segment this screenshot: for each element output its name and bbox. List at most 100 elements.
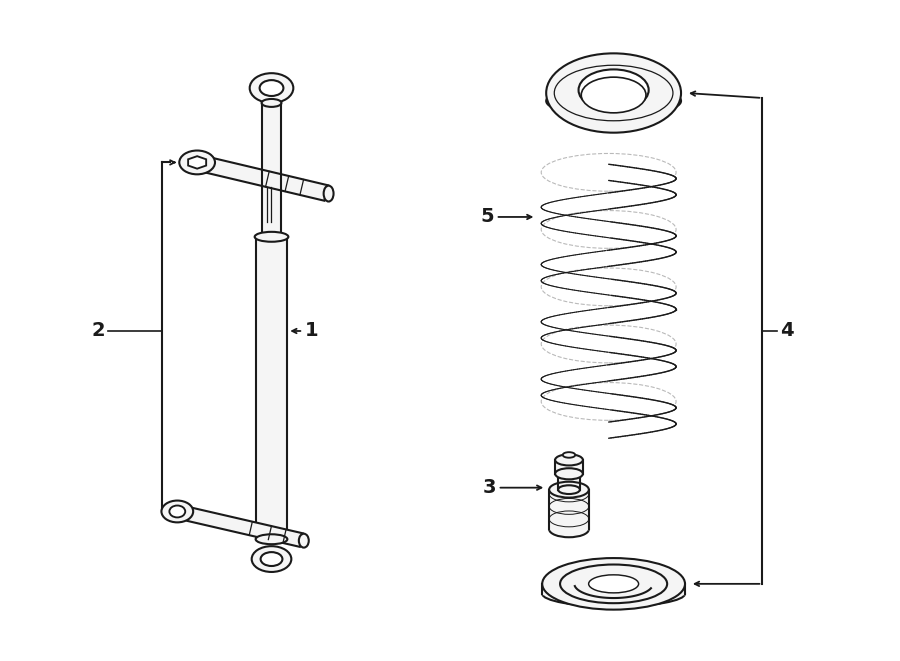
- Polygon shape: [614, 249, 617, 266]
- Polygon shape: [667, 231, 668, 248]
- Text: 2: 2: [91, 321, 104, 340]
- Polygon shape: [648, 227, 650, 244]
- Polygon shape: [652, 244, 653, 260]
- Polygon shape: [643, 302, 644, 319]
- Polygon shape: [665, 403, 666, 419]
- Polygon shape: [659, 229, 660, 246]
- Polygon shape: [660, 344, 661, 360]
- Text: 1: 1: [304, 321, 318, 340]
- Polygon shape: [555, 460, 583, 474]
- Polygon shape: [614, 421, 616, 438]
- Polygon shape: [662, 402, 663, 418]
- Polygon shape: [622, 363, 624, 379]
- Polygon shape: [616, 280, 618, 296]
- Polygon shape: [626, 224, 628, 241]
- Polygon shape: [652, 400, 654, 416]
- Polygon shape: [656, 300, 658, 317]
- Polygon shape: [663, 173, 665, 190]
- Polygon shape: [650, 342, 652, 358]
- Polygon shape: [615, 364, 616, 380]
- Polygon shape: [649, 301, 651, 318]
- Polygon shape: [612, 249, 614, 266]
- Polygon shape: [645, 227, 648, 243]
- Polygon shape: [643, 284, 644, 300]
- Polygon shape: [648, 187, 650, 204]
- Polygon shape: [616, 249, 619, 265]
- Polygon shape: [650, 399, 652, 416]
- Polygon shape: [660, 356, 661, 373]
- Polygon shape: [636, 397, 638, 414]
- Polygon shape: [636, 189, 638, 206]
- Polygon shape: [630, 419, 632, 436]
- Polygon shape: [623, 166, 626, 182]
- Polygon shape: [610, 192, 613, 209]
- Polygon shape: [658, 172, 660, 188]
- Polygon shape: [660, 242, 661, 258]
- Ellipse shape: [560, 564, 667, 603]
- Ellipse shape: [161, 500, 194, 522]
- Polygon shape: [666, 183, 667, 200]
- Polygon shape: [669, 403, 670, 420]
- Polygon shape: [647, 245, 650, 261]
- Polygon shape: [612, 336, 614, 353]
- Ellipse shape: [555, 468, 583, 479]
- Polygon shape: [644, 245, 645, 261]
- Polygon shape: [650, 186, 652, 203]
- Polygon shape: [635, 246, 637, 262]
- Polygon shape: [669, 182, 670, 199]
- Polygon shape: [670, 182, 671, 198]
- Polygon shape: [664, 356, 666, 372]
- Polygon shape: [645, 359, 648, 375]
- Polygon shape: [618, 280, 620, 297]
- Polygon shape: [617, 191, 620, 208]
- Polygon shape: [649, 285, 651, 301]
- Polygon shape: [644, 416, 647, 433]
- Polygon shape: [647, 170, 649, 186]
- Polygon shape: [611, 165, 614, 181]
- Polygon shape: [612, 222, 615, 239]
- Polygon shape: [666, 288, 668, 305]
- Polygon shape: [626, 167, 627, 183]
- Polygon shape: [639, 246, 642, 262]
- Polygon shape: [608, 164, 611, 180]
- Polygon shape: [644, 188, 646, 204]
- Polygon shape: [625, 395, 627, 412]
- Polygon shape: [647, 342, 650, 358]
- Polygon shape: [608, 422, 611, 438]
- Polygon shape: [637, 340, 639, 357]
- Polygon shape: [623, 420, 626, 436]
- Polygon shape: [665, 288, 666, 304]
- Polygon shape: [620, 395, 622, 411]
- Polygon shape: [639, 418, 641, 434]
- Text: 4: 4: [780, 321, 794, 340]
- Polygon shape: [629, 396, 632, 412]
- Polygon shape: [646, 284, 649, 301]
- Polygon shape: [629, 304, 632, 321]
- Polygon shape: [633, 247, 635, 263]
- Polygon shape: [645, 341, 647, 358]
- Polygon shape: [663, 288, 665, 304]
- Polygon shape: [651, 301, 652, 317]
- Polygon shape: [639, 169, 641, 185]
- Polygon shape: [652, 415, 654, 432]
- Polygon shape: [669, 175, 670, 191]
- Polygon shape: [649, 170, 651, 186]
- Polygon shape: [640, 398, 643, 414]
- Polygon shape: [656, 171, 658, 188]
- Polygon shape: [626, 247, 628, 264]
- Polygon shape: [612, 364, 615, 381]
- Polygon shape: [644, 169, 647, 186]
- Polygon shape: [659, 401, 661, 418]
- Polygon shape: [616, 223, 619, 239]
- Polygon shape: [611, 422, 614, 438]
- Polygon shape: [653, 358, 655, 374]
- Polygon shape: [623, 305, 625, 322]
- Polygon shape: [627, 396, 629, 412]
- Ellipse shape: [262, 99, 282, 107]
- Polygon shape: [549, 490, 589, 529]
- Polygon shape: [655, 401, 657, 417]
- Polygon shape: [665, 412, 666, 429]
- Polygon shape: [668, 288, 669, 305]
- Polygon shape: [625, 305, 627, 321]
- Ellipse shape: [546, 54, 681, 133]
